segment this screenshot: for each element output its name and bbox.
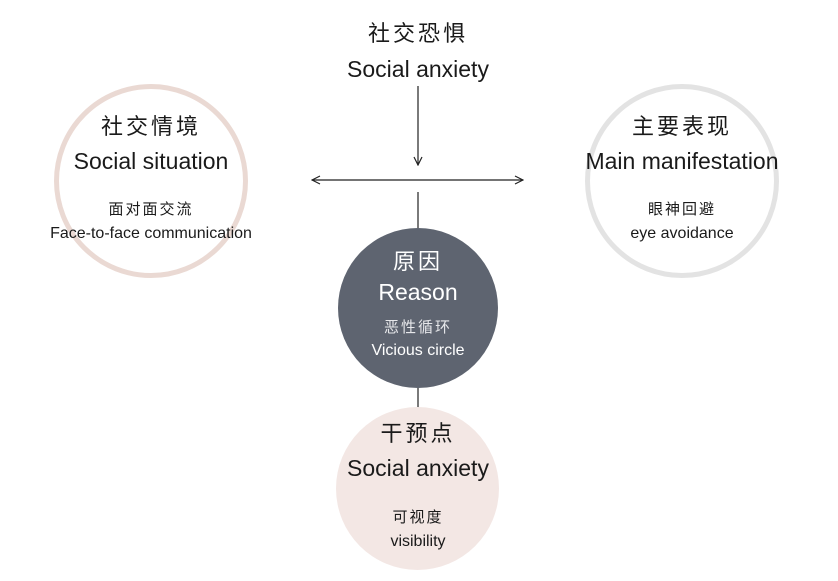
situation-circle	[54, 84, 248, 278]
top-title-en: Social anxiety	[347, 56, 489, 82]
intervention-title-en: Social anxiety	[347, 455, 489, 481]
intervention-title-zh: 干预点	[380, 422, 456, 447]
intervention-detail-zh: 可视度	[392, 508, 444, 526]
situation-detail-zh: 面对面交流	[108, 200, 194, 218]
reason-title-en: Reason	[378, 279, 458, 305]
situation-title-zh: 社交情境	[100, 115, 202, 140]
situation-title-en: Social situation	[73, 148, 229, 174]
reason-circle	[338, 228, 498, 388]
situation-detail-en: Face-to-face communication	[50, 225, 252, 242]
manifestation-detail-zh: 眼神回避	[647, 200, 717, 218]
manifestation-title-zh: 主要表现	[631, 115, 733, 140]
intervention-circle	[336, 407, 499, 570]
reason-detail-en: Vicious circle	[371, 342, 465, 359]
intervention-detail-en: visibility	[390, 533, 446, 550]
manifestation-detail-en: eye avoidance	[630, 225, 734, 242]
reason-title-zh: 原因	[392, 250, 444, 275]
top-title-zh: 社交恐惧	[367, 22, 469, 47]
manifestation-title-en: Main manifestation	[585, 148, 779, 174]
reason-detail-zh: 恶性循环	[383, 318, 453, 336]
manifestation-circle	[585, 84, 779, 278]
